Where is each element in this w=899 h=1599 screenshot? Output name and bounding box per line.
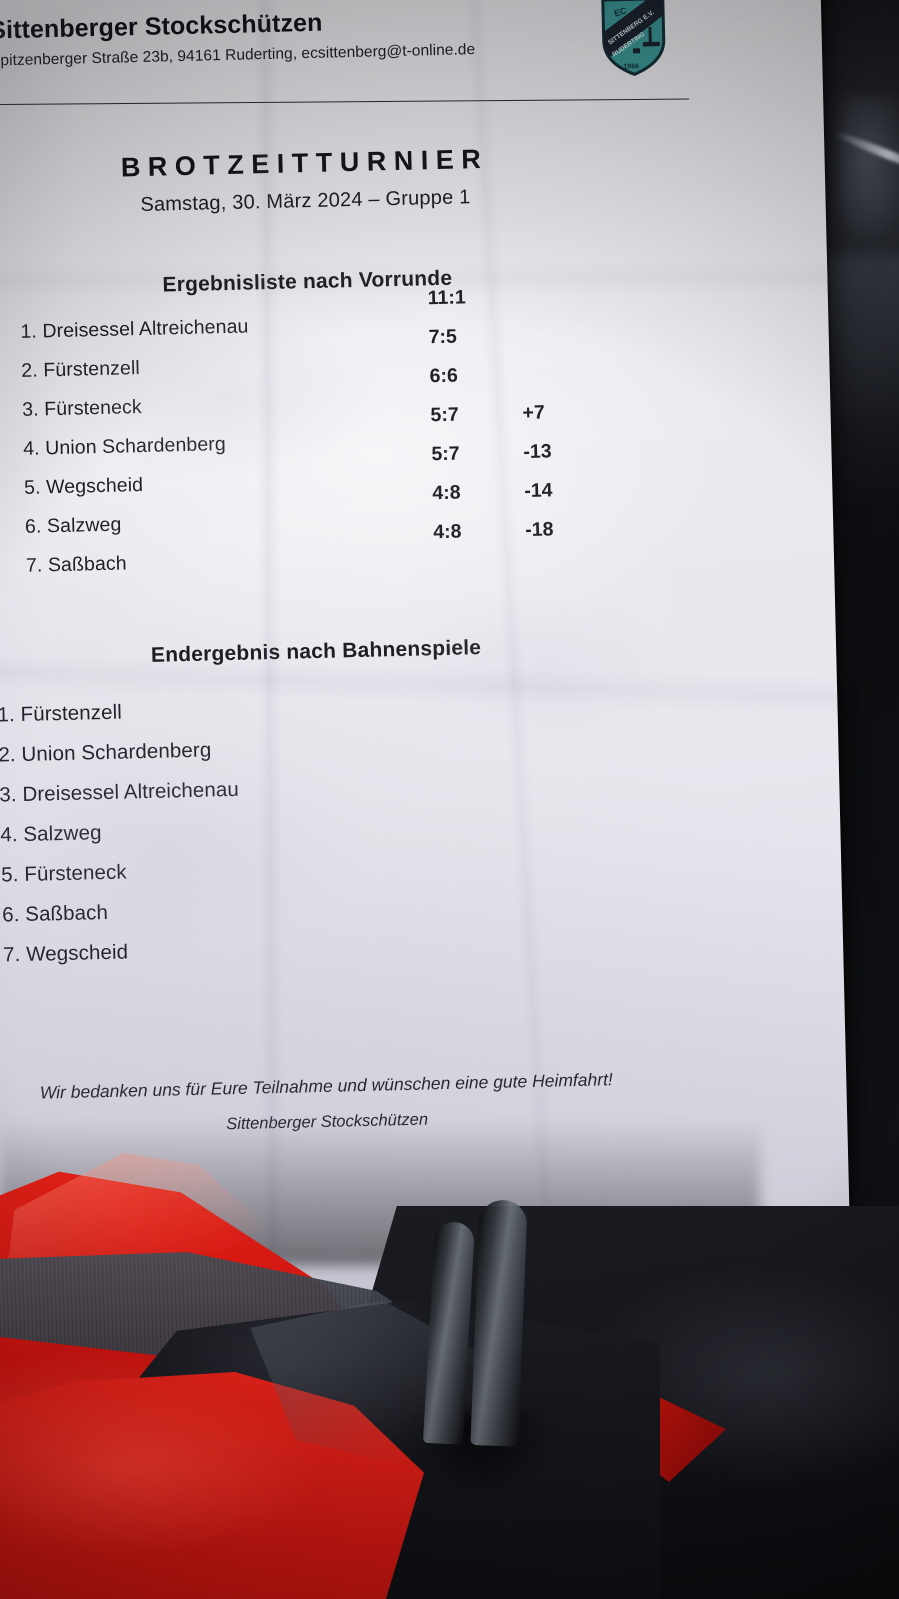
points-value: 7:5 [428,325,458,349]
score-row: 7:5 [428,321,639,365]
points-value: 4:8 [433,520,462,544]
document-title: BROTZEITTURNIER [120,143,489,183]
final-section: Endergebnis nach Bahnenspiele 1. Fürsten… [0,632,674,984]
score-row: 4:8 -18 [433,516,644,560]
header-divider [0,98,690,106]
difference-value [521,361,602,402]
difference-value: -14 [524,479,553,503]
points-value: 6:6 [429,364,459,388]
points-value: 4:8 [432,481,461,505]
score-row: 11:1 [428,282,639,326]
difference-value [519,283,600,324]
svg-text:1966: 1966 [623,63,639,70]
club-crest-icon: EC SITTENBERG E.V. RUDERTING 1966 [599,0,669,79]
footer: Wir bedanken uns für Eure Teilnahme und … [0,1068,677,1140]
difference-value [520,322,601,363]
score-row: 5:7 -13 [431,438,642,482]
letterhead: Sittenberger Stockschützen Spitzenberger… [0,2,630,70]
preliminary-score-column: 11:1 7:5 6:6 5:7 +7 [428,282,644,560]
difference-value: +7 [522,401,545,425]
score-row: 5:7 +7 [430,399,641,443]
preliminary-team-column: 1. Dreisessel Altreichenau 2. Fürstenzel… [20,313,356,594]
preliminary-section: Ergebnisliste nach Vorrunde 1. Dreisesse… [0,262,664,592]
svg-text:EC: EC [613,5,628,18]
preliminary-standings: 1. Dreisessel Altreichenau 2. Fürstenzel… [0,286,664,594]
thanks-message: Wir bedanken uns für Eure Teilnahme und … [39,1069,614,1103]
difference-value: -13 [523,440,552,464]
points-value: 5:7 [431,442,460,466]
list-item: 7. Saßbach [25,552,127,577]
final-heading: Endergebnis nach Bahnenspiele [150,636,482,667]
document-body: Sittenberger Stockschützen Spitzenberger… [0,0,690,1140]
score-row: 4:8 -14 [432,477,643,521]
background-glow [836,96,899,246]
final-standings: 1. Fürstenzell 2. Union Schardenberg 3. … [0,688,674,984]
difference-value: -18 [524,518,554,542]
score-row: 6:6 [429,360,640,404]
points-value: 11:1 [427,286,466,310]
points-value: 5:7 [430,403,459,427]
document-subtitle: Samstag, 30. März 2024 – Gruppe 1 [140,186,471,217]
title-block: BROTZEITTURNIER Samstag, 30. März 2024 –… [0,140,656,221]
results-sheet: Sittenberger Stockschützen Spitzenberger… [0,0,852,1328]
signature: Sittenberger Stockschützen [226,1110,429,1134]
